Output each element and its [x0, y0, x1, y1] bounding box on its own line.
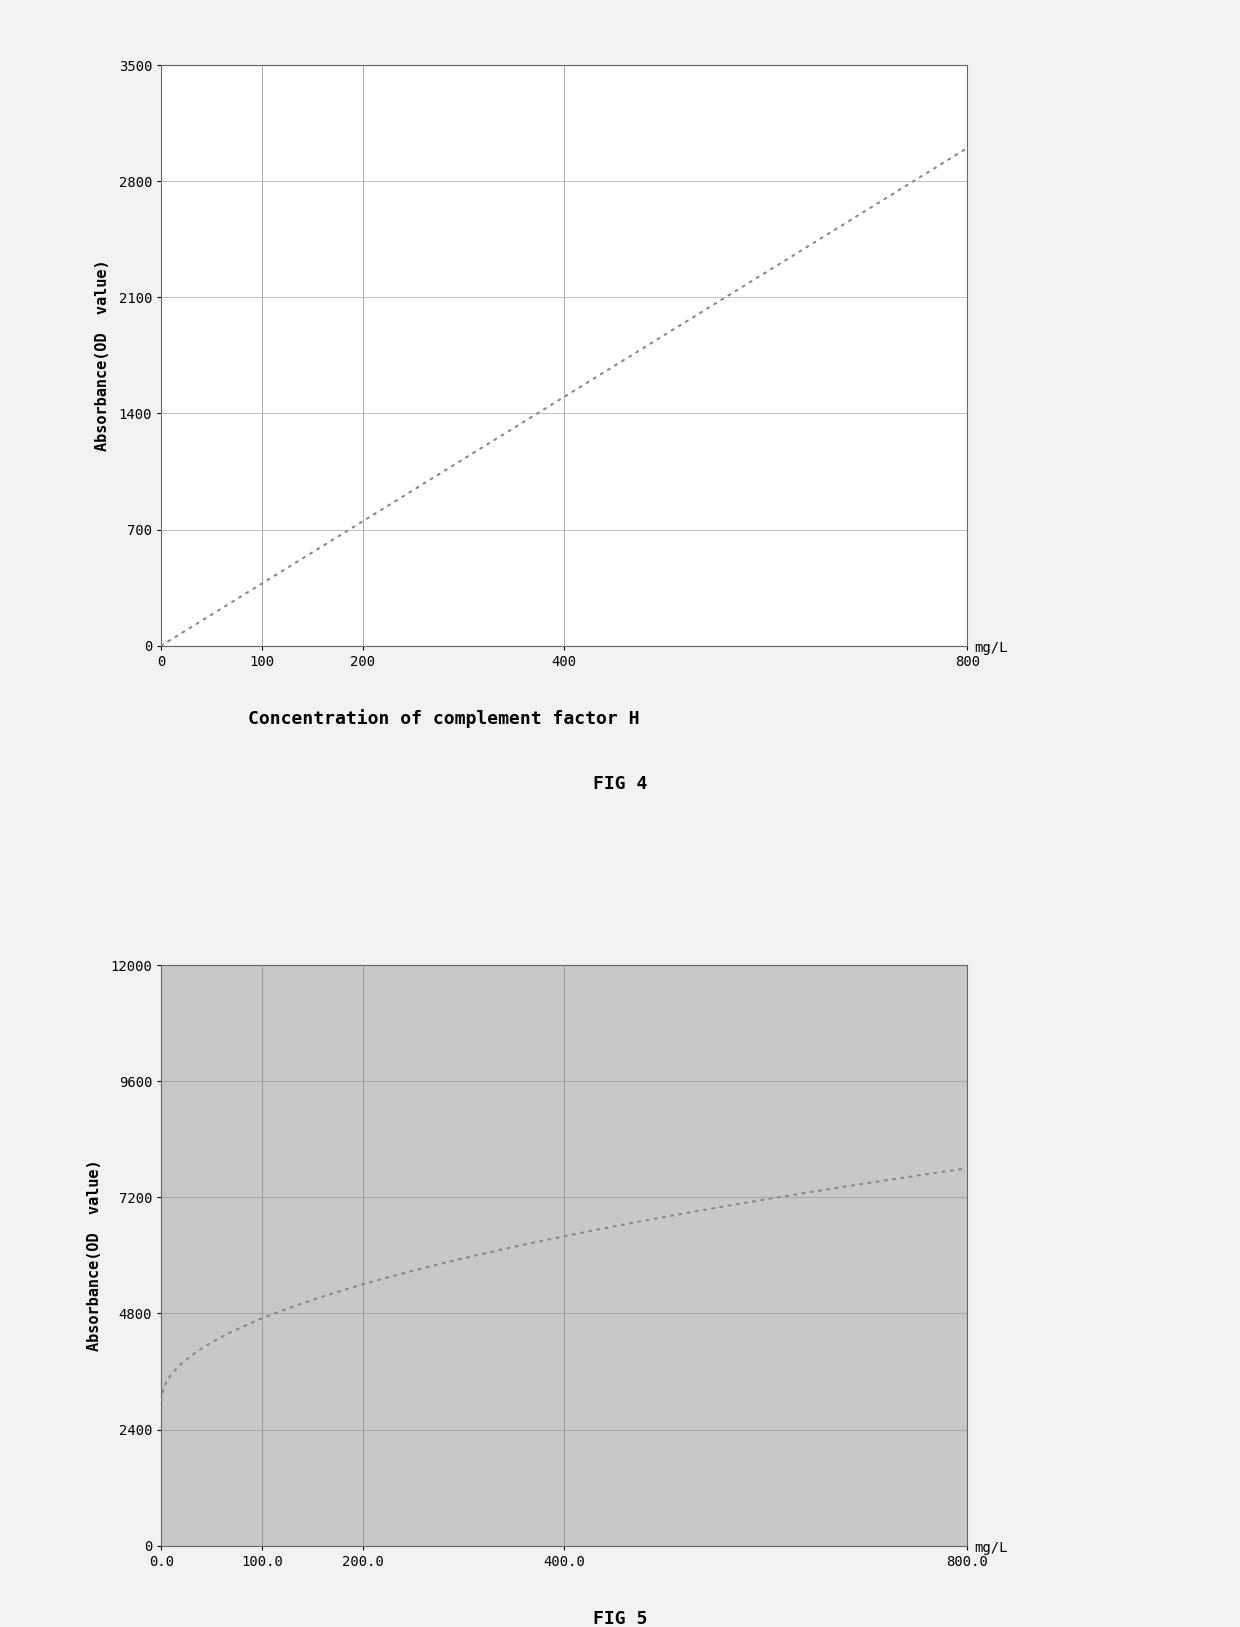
Text: Concentration of complement factor H: Concentration of complement factor H	[248, 709, 639, 729]
Y-axis label: Absorbance(OD  value): Absorbance(OD value)	[95, 260, 110, 451]
Text: mg/L: mg/L	[975, 641, 1008, 656]
Y-axis label: Absorbance(OD  value): Absorbance(OD value)	[87, 1160, 102, 1350]
Text: FIG 4: FIG 4	[593, 774, 647, 792]
Text: mg/L: mg/L	[975, 1541, 1008, 1555]
Text: FIG 5: FIG 5	[593, 1609, 647, 1627]
